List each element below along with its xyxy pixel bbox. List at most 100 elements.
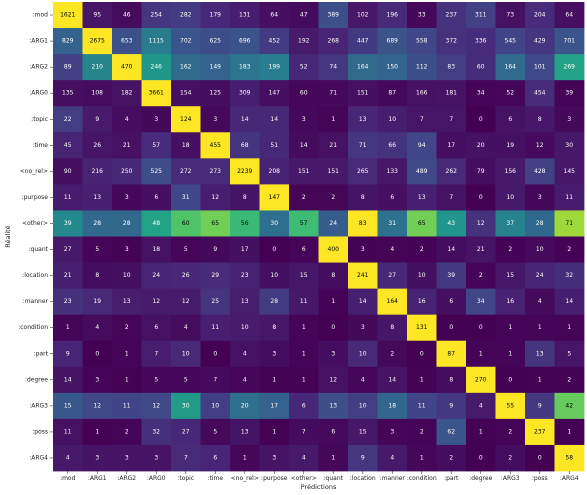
- heatmap-cell: [171, 262, 201, 290]
- cell-value-label: 71: [359, 142, 367, 149]
- heatmap-cell: [495, 2, 526, 29]
- heatmap-cell: [141, 158, 172, 185]
- heatmap-cell: [525, 392, 555, 420]
- heatmap-cell: [407, 366, 437, 394]
- cell-value-label: 12: [477, 220, 485, 227]
- heatmap-cell: [495, 314, 526, 342]
- heatmap-cell: [495, 54, 526, 81]
- cell-value-label: 196: [387, 12, 399, 19]
- cell-value-label: 15: [64, 402, 72, 409]
- row-tick-label: :degree: [25, 376, 48, 383]
- cell-value-label: 12: [152, 402, 160, 409]
- cell-value-label: 60: [182, 220, 190, 227]
- heatmap-cell: [436, 444, 467, 472]
- cell-value-label: 43: [447, 220, 455, 227]
- cell-value-label: 14: [241, 116, 249, 123]
- cell-value-label: 2: [479, 272, 483, 279]
- cell-value-label: 28: [93, 220, 101, 227]
- cell-value-label: 37: [506, 220, 514, 227]
- cell-value-label: 23: [64, 298, 72, 305]
- cell-value-label: 151: [357, 90, 369, 97]
- cell-value-label: 124: [180, 116, 192, 123]
- cell-value-label: 0: [449, 324, 453, 331]
- heatmap-cell: [259, 366, 290, 394]
- cell-value-label: 108: [92, 90, 104, 97]
- cell-value-label: 15: [300, 272, 308, 279]
- heatmap-cell: [53, 262, 83, 290]
- heatmap-cell: [53, 392, 83, 420]
- heatmap-cell: [82, 158, 113, 185]
- heatmap-cell: [525, 210, 555, 237]
- heatmap-cell: [436, 54, 467, 81]
- column-tick-label: :quant: [324, 475, 344, 482]
- cell-value-label: 8: [390, 324, 394, 331]
- cell-value-label: 262: [446, 168, 458, 175]
- cell-value-label: 145: [564, 168, 576, 175]
- cell-value-label: 254: [151, 12, 163, 19]
- cell-value-label: 4: [390, 246, 394, 253]
- heatmap-cell: [289, 444, 319, 472]
- cell-value-label: 112: [416, 64, 428, 71]
- cell-value-label: 12: [536, 142, 544, 149]
- heatmap-cell: [436, 158, 467, 185]
- cell-value-label: 701: [564, 38, 576, 45]
- heatmap-cell: [112, 444, 142, 472]
- cell-value-label: 15: [506, 272, 514, 279]
- heatmap-cell: [554, 54, 585, 81]
- row-tick-label: <other>: [22, 220, 48, 227]
- heatmap-cell: [82, 314, 113, 342]
- cell-value-label: 48: [152, 220, 160, 227]
- heatmap-cell: [318, 314, 349, 342]
- heatmap-cell: [348, 184, 378, 211]
- heatmap-cell: [230, 314, 260, 342]
- cell-value-label: 9: [538, 402, 542, 409]
- heatmap-cell: [230, 28, 260, 55]
- cell-value-label: 525: [151, 168, 163, 175]
- heatmap-cell: [554, 158, 585, 185]
- cell-value-label: 33: [418, 12, 426, 19]
- row-tick-label: :location: [22, 272, 48, 279]
- cell-value-label: 14: [447, 246, 455, 253]
- cell-value-label: 8: [272, 324, 276, 331]
- heatmap-cell: [348, 210, 378, 237]
- heatmap-cell: [53, 314, 83, 342]
- cell-value-label: 0: [479, 116, 483, 123]
- heatmap-cell: [554, 392, 585, 420]
- cell-value-label: 34: [477, 90, 485, 97]
- heatmap-cell: [525, 262, 555, 290]
- cell-value-label: 1: [95, 428, 99, 435]
- heatmap-cell: [82, 392, 113, 420]
- cell-value-label: 13: [418, 194, 426, 201]
- cell-value-label: 558: [416, 38, 428, 45]
- heatmap-cell: [407, 54, 437, 81]
- cell-value-label: 151: [328, 168, 340, 175]
- cell-value-label: 1: [479, 350, 483, 357]
- heatmap-cell: [171, 366, 201, 394]
- cell-value-label: 3: [390, 428, 394, 435]
- heatmap-cell: [200, 236, 231, 263]
- row-tick-label: :ARG4: [29, 454, 48, 461]
- heatmap-cell: [53, 80, 83, 107]
- heatmap-cell: [436, 262, 467, 290]
- cell-value-label: 282: [180, 12, 192, 19]
- heatmap-cell: [82, 2, 113, 29]
- heatmap-cell: [289, 132, 319, 159]
- cell-value-label: 1: [331, 454, 335, 461]
- cell-value-label: 2: [567, 376, 571, 383]
- cell-value-label: 237: [534, 428, 546, 435]
- cell-value-label: 12: [152, 298, 160, 305]
- heatmap-cell: [141, 288, 172, 316]
- cell-value-label: 71: [329, 90, 337, 97]
- cell-value-label: 208: [269, 168, 281, 175]
- cell-value-label: 3: [272, 454, 276, 461]
- heatmap-cell: [112, 340, 142, 368]
- cell-value-label: 13: [536, 350, 544, 357]
- cell-value-label: 3: [567, 116, 571, 123]
- heatmap-cell: [377, 54, 408, 81]
- heatmap-cell: [525, 2, 555, 29]
- cell-value-label: 2: [449, 454, 453, 461]
- heatmap-cell: [141, 314, 172, 342]
- cell-value-label: 10: [536, 246, 544, 253]
- heatmap-cell: [436, 392, 467, 420]
- heatmap-cell: [318, 288, 349, 316]
